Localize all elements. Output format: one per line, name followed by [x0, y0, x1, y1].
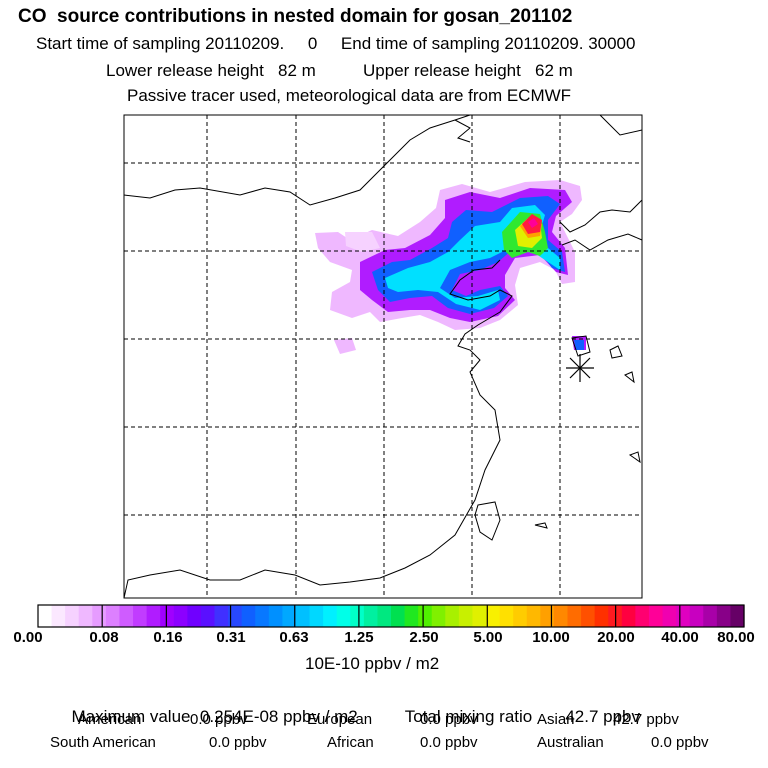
- color-swatch: [78, 605, 93, 627]
- coastlines: [123, 114, 643, 599]
- color-swatch: [716, 605, 732, 627]
- color-swatch: [133, 605, 148, 627]
- tick-label: 0.16: [153, 629, 183, 646]
- scale-unit: 10E-10 ppbv / m2: [305, 654, 440, 673]
- region-name: American: [78, 711, 142, 728]
- color-swatch: [38, 605, 53, 627]
- receptor-star-icon: [566, 354, 594, 382]
- color-swatch: [445, 605, 460, 627]
- color-swatch: [418, 605, 433, 627]
- region-value: 0.0 ppbv: [651, 734, 709, 751]
- color-swatch: [363, 605, 379, 627]
- color-swatch: [513, 605, 528, 627]
- color-swatch: [621, 605, 636, 627]
- color-swatch: [486, 605, 501, 627]
- tick-label: 10.00: [532, 629, 570, 646]
- lat-lon-grid: [124, 115, 642, 598]
- maximum-and-total: Maximum value 0.254E-08 ppbv / m2 Total …: [62, 687, 640, 727]
- color-swatch: [92, 605, 107, 627]
- region-name: South American: [50, 734, 156, 751]
- color-swatch: [391, 605, 406, 627]
- color-swatch: [350, 605, 365, 627]
- color-swatch: [635, 605, 650, 627]
- color-swatch: [146, 605, 161, 627]
- color-swatch: [65, 605, 80, 627]
- plume-halo-west: [345, 232, 380, 252]
- color-swatch: [648, 605, 664, 627]
- region-value: 0.0 ppbv: [190, 711, 248, 728]
- color-swatch: [662, 605, 677, 627]
- tick-label: 0.63: [279, 629, 309, 646]
- region-name: Asian: [537, 711, 575, 728]
- tick-label: 1.25: [344, 629, 374, 646]
- color-swatch: [323, 605, 338, 627]
- plume-halo-south: [334, 338, 356, 354]
- color-swatch: [404, 605, 419, 627]
- map-title: CO source contributions in nested domain…: [18, 6, 573, 27]
- tick-label: 20.00: [597, 629, 635, 646]
- color-swatch: [676, 605, 691, 627]
- tick-label: 0.00: [13, 629, 43, 646]
- color-swatch: [703, 605, 718, 627]
- maximum-value: Maximum value 0.254E-08 ppbv / m2: [71, 707, 358, 726]
- color-swatch: [472, 605, 487, 627]
- color-scale-frame: [37, 604, 745, 628]
- color-swatch: [105, 605, 121, 627]
- color-swatch: [581, 605, 596, 627]
- plume-blue-small: [574, 340, 584, 350]
- total-mixing-ratio: Total mixing ratio 42.7 ppbv: [404, 707, 640, 726]
- color-swatch: [241, 605, 256, 627]
- region-value: 0.0 ppbv: [209, 734, 267, 751]
- color-swatch: [51, 605, 66, 627]
- color-swatch: [173, 605, 188, 627]
- color-swatch: [295, 605, 311, 627]
- plume-field: [315, 180, 586, 354]
- color-swatch: [458, 605, 474, 627]
- tick-label: 0.08: [89, 629, 119, 646]
- region-value: 0.0 ppbv: [420, 711, 478, 728]
- tracer-info-line: Passive tracer used, meteorological data…: [127, 86, 572, 105]
- color-swatch: [282, 605, 297, 627]
- color-swatch: [499, 605, 514, 627]
- color-swatch: [119, 605, 134, 627]
- color-swatch: [160, 605, 175, 627]
- color-swatch: [526, 605, 541, 627]
- color-swatch: [730, 605, 745, 627]
- tick-label: 2.50: [409, 629, 439, 646]
- color-swatch: [309, 605, 324, 627]
- color-swatch: [255, 605, 270, 627]
- tick-label: 0.31: [216, 629, 246, 646]
- color-swatch: [268, 605, 283, 627]
- tick-label: 40.00: [661, 629, 699, 646]
- color-scale-bar: [37, 604, 745, 628]
- tick-label: 80.00: [717, 629, 755, 646]
- region-name: African: [327, 734, 374, 751]
- release-height-line: Lower release height 82 m Upper release …: [106, 61, 573, 80]
- region-value: 0.0 ppbv: [420, 734, 478, 751]
- color-swatch: [553, 605, 569, 627]
- color-swatch: [689, 605, 704, 627]
- color-swatch: [377, 605, 392, 627]
- region-name: Australian: [537, 734, 604, 751]
- color-swatch: [594, 605, 609, 627]
- color-swatch: [200, 605, 216, 627]
- color-swatch: [431, 605, 446, 627]
- sampling-time-line: Start time of sampling 20110209. 0 End t…: [36, 34, 636, 53]
- region-name: European: [307, 711, 373, 728]
- color-swatch: [540, 605, 555, 627]
- color-swatch: [214, 605, 229, 627]
- region-value: 42.7 ppbv: [613, 711, 679, 728]
- tick-label: 5.00: [473, 629, 503, 646]
- color-swatch: [336, 605, 351, 627]
- color-swatch: [567, 605, 582, 627]
- color-swatch: [187, 605, 202, 627]
- color-swatch: [228, 605, 243, 627]
- plume-core: [528, 218, 538, 228]
